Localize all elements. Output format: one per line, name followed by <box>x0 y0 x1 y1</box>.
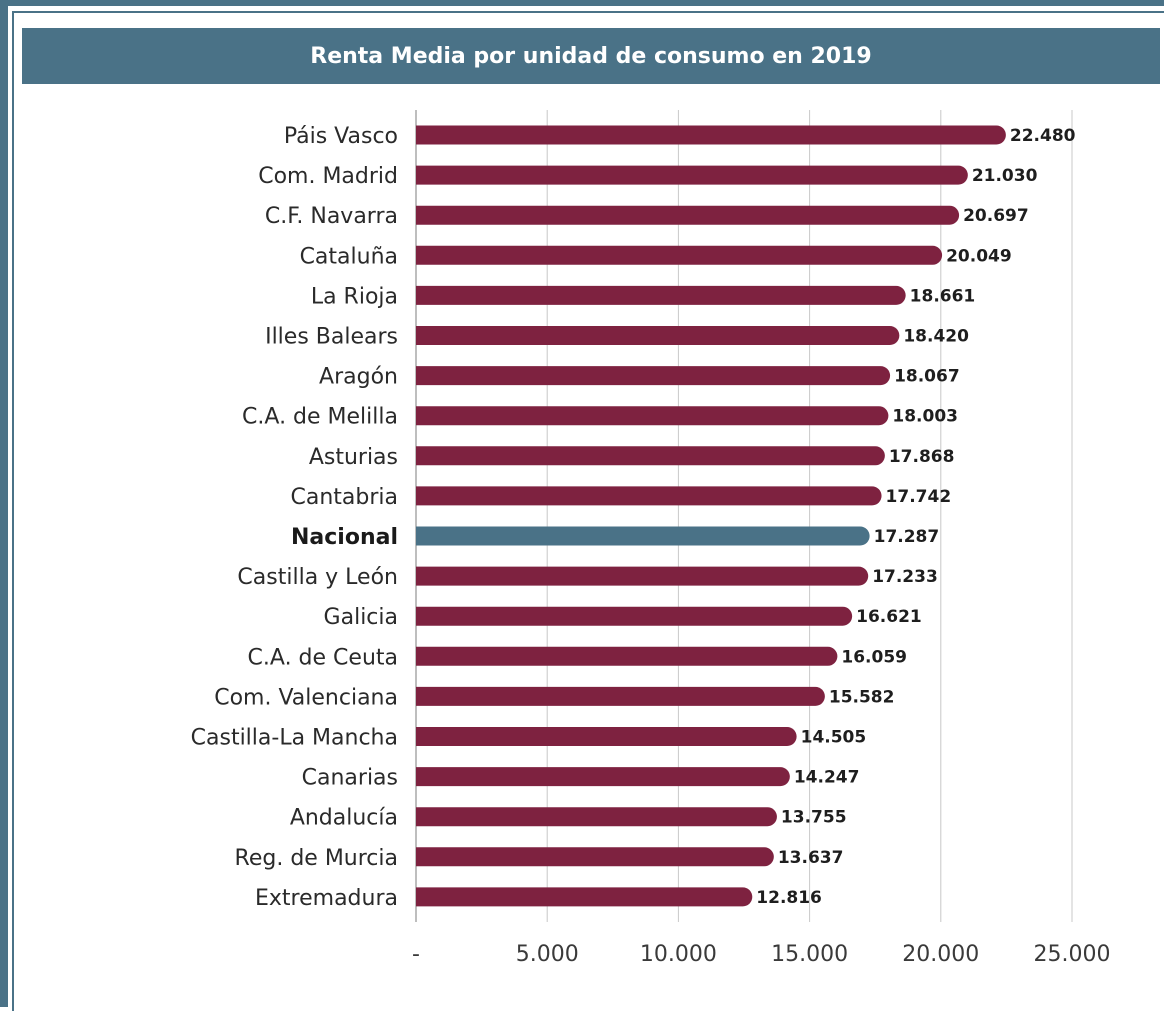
bar <box>416 406 889 426</box>
bar <box>416 646 838 666</box>
data-label: 13.637 <box>778 848 844 868</box>
data-label: 22.480 <box>1010 126 1076 146</box>
data-label: 14.247 <box>794 768 860 788</box>
bar <box>416 205 960 225</box>
category-label: Castilla y León <box>237 565 398 590</box>
data-label: 14.505 <box>801 728 867 748</box>
x-tick-label: 5.000 <box>516 942 579 967</box>
bar <box>416 566 869 586</box>
category-label: La Rioja <box>311 284 398 309</box>
data-label: 18.067 <box>894 367 960 387</box>
data-label: 15.582 <box>829 687 895 707</box>
category-label: Castilla-La Mancha <box>191 726 398 751</box>
x-tick-label: 20.000 <box>902 942 979 967</box>
x-tick-label: 25.000 <box>1034 942 1111 967</box>
title-band: Renta Media por unidad de consumo en 201… <box>22 28 1160 84</box>
category-label: Nacional <box>291 525 398 550</box>
category-label: Com. Valenciana <box>214 685 398 710</box>
bar <box>416 326 900 345</box>
bar <box>416 686 825 706</box>
category-label: Canarias <box>302 766 398 791</box>
bar <box>416 887 753 907</box>
category-label: C.A. de Ceuta <box>248 645 398 670</box>
x-tick-label: 15.000 <box>771 942 848 967</box>
category-label: Cataluña <box>300 244 398 269</box>
bar-highlight <box>416 526 870 546</box>
category-label: Asturias <box>309 445 398 470</box>
category-label: Illes Balears <box>265 325 398 350</box>
bar <box>416 125 1006 145</box>
data-label: 17.742 <box>886 487 952 507</box>
bar <box>416 807 777 827</box>
category-label: Extremadura <box>255 886 398 911</box>
data-label: 13.755 <box>781 808 847 828</box>
data-label: 20.049 <box>946 246 1012 266</box>
x-tick-label: 10.000 <box>640 942 717 967</box>
category-label: C.F. Navarra <box>265 204 398 229</box>
bar <box>416 606 853 626</box>
category-label: Reg. de Murcia <box>235 846 398 871</box>
bar <box>416 366 891 386</box>
bar <box>416 767 790 787</box>
data-label: 21.030 <box>972 166 1038 186</box>
data-label: 18.003 <box>892 407 958 427</box>
bar <box>416 847 774 867</box>
data-label: 12.816 <box>756 888 822 908</box>
bar <box>416 165 968 185</box>
category-label: Com. Madrid <box>258 164 398 189</box>
data-label: 17.233 <box>872 567 938 587</box>
category-label: C.A. de Melilla <box>242 405 398 430</box>
bar <box>416 486 882 506</box>
chart-title: Renta Media por unidad de consumo en 201… <box>310 43 872 69</box>
bar <box>416 285 906 305</box>
category-label: Cantabria <box>291 485 399 510</box>
x-tick-label: - <box>412 942 420 967</box>
data-label: 18.420 <box>903 327 969 347</box>
data-label: 16.621 <box>856 607 922 627</box>
category-label: Galicia <box>324 605 398 630</box>
data-label: 16.059 <box>841 647 907 667</box>
category-label: Andalucía <box>290 806 398 831</box>
data-label: 18.661 <box>910 286 976 306</box>
bar <box>416 446 885 466</box>
bar <box>416 245 943 265</box>
data-label: 20.697 <box>963 206 1029 226</box>
data-label: 17.868 <box>889 447 955 467</box>
bar <box>416 727 797 746</box>
category-label: Aragón <box>319 365 398 390</box>
data-label: 17.287 <box>874 527 940 547</box>
category-label: Páis Vasco <box>284 124 398 149</box>
